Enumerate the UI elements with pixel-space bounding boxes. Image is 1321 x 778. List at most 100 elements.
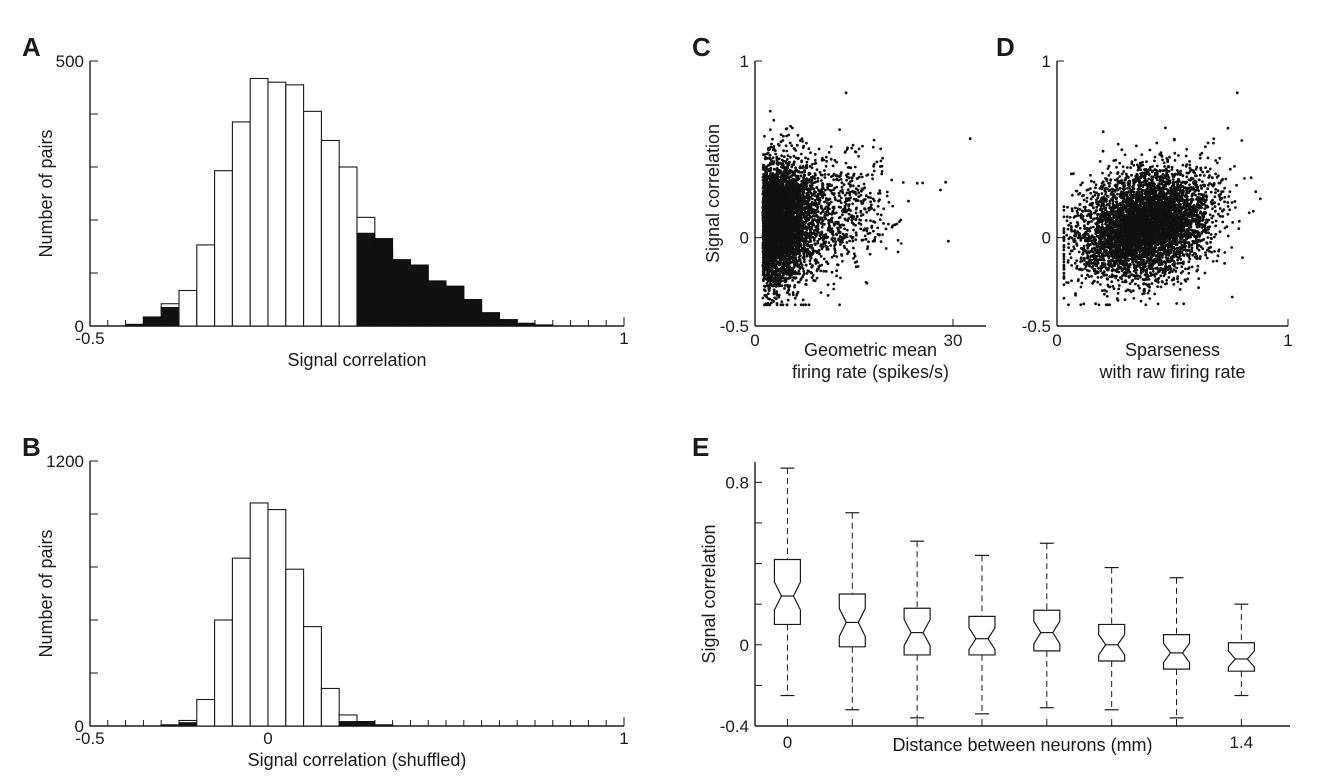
scatter-point (789, 191, 793, 195)
scatter-point (783, 284, 787, 287)
scatter-point (847, 250, 851, 254)
scatter-point (880, 170, 884, 173)
scatter-point (788, 160, 791, 164)
scatter-point (807, 269, 810, 273)
scatter-point (849, 235, 852, 238)
scatter-point (815, 195, 819, 199)
scatter-point (812, 239, 816, 242)
scatter-point (795, 143, 799, 147)
scatter-point (856, 176, 860, 180)
scatter-point (850, 176, 854, 180)
scatter-point (847, 212, 851, 216)
scatter-point (761, 246, 765, 250)
scatter-point (852, 246, 855, 250)
scatter-point (796, 157, 800, 161)
scatter-point (845, 148, 849, 151)
scatter-point (816, 224, 820, 228)
scatter-point (878, 165, 882, 168)
scatter-point (822, 192, 826, 196)
scatter-point (789, 155, 792, 159)
scatter-point (804, 283, 808, 287)
panel-letter-A: A (22, 32, 41, 62)
scatter-point (791, 163, 794, 167)
scatter-point (777, 295, 781, 299)
scatter-point (782, 155, 786, 159)
scatter-point (771, 246, 775, 250)
scatter-point (836, 226, 840, 230)
scatter-point (781, 166, 785, 170)
scatter-point (788, 284, 791, 288)
scatter-point (796, 177, 800, 180)
scatter-point (870, 226, 874, 230)
scatter-point (846, 208, 849, 212)
scatter-point (806, 242, 809, 246)
scatter-point (829, 189, 833, 193)
scatter-point (878, 218, 882, 222)
scatter-point (821, 156, 824, 160)
scatter-point (810, 265, 813, 269)
scatter-point (794, 174, 797, 178)
scatter-point (810, 163, 814, 166)
scatter-point (853, 261, 857, 264)
scatter-point (789, 124, 792, 128)
scatter-points (761, 91, 972, 307)
bar-significant (374, 238, 394, 327)
scatter-point (773, 264, 776, 267)
y-axis-label: Number of pairs (36, 129, 56, 257)
scatter-point (839, 177, 843, 181)
scatter-point (830, 216, 834, 220)
scatter-point (845, 232, 849, 236)
scatter-point (875, 160, 879, 164)
scatter-point (802, 303, 805, 307)
scatter-point (766, 269, 770, 272)
scatter-point (781, 163, 785, 167)
scatter-point (872, 162, 876, 166)
scatter-point (907, 199, 910, 203)
bar (303, 110, 322, 327)
bar-significant (160, 306, 180, 327)
bar-significant (160, 724, 180, 727)
scatter-point (825, 197, 829, 201)
scatter-point (791, 126, 794, 130)
scatter-point (778, 161, 782, 165)
scatter-point (880, 172, 884, 176)
scatter-point (818, 252, 822, 256)
scatter-point (765, 152, 769, 156)
scatter-point (841, 259, 844, 263)
scatter-point (859, 227, 863, 231)
scatter-point (828, 224, 831, 228)
scatter-point (854, 211, 858, 215)
scatter-point (780, 279, 783, 283)
scatter-point (764, 289, 767, 293)
scatter-point (821, 223, 825, 226)
scatter-point (797, 210, 801, 214)
scatter-point (807, 303, 811, 307)
scatter-point (801, 166, 804, 170)
scatter-point (799, 174, 803, 178)
scatter-point (816, 241, 820, 245)
scatter-point (836, 199, 840, 203)
scatter-point (845, 235, 849, 239)
scatter-point (853, 190, 857, 194)
scatter-point (821, 219, 825, 222)
scatter-point (795, 170, 799, 173)
scatter-point (809, 256, 813, 260)
scatter-point (817, 147, 821, 151)
scatter-point (785, 170, 789, 174)
bar-significant (516, 322, 536, 327)
bar (320, 139, 340, 327)
scatter-point (778, 226, 781, 229)
scatter-point (857, 147, 861, 151)
scatter-point (840, 254, 844, 257)
scatter-point (796, 207, 800, 211)
scatter-point (801, 190, 805, 194)
scatter-point (776, 280, 780, 284)
scatter-point (766, 176, 770, 180)
scatter-point (775, 302, 779, 305)
scatter-point (785, 149, 789, 153)
scatter-point (772, 118, 776, 122)
scatter-point (864, 280, 868, 284)
scatter-point (793, 190, 796, 194)
